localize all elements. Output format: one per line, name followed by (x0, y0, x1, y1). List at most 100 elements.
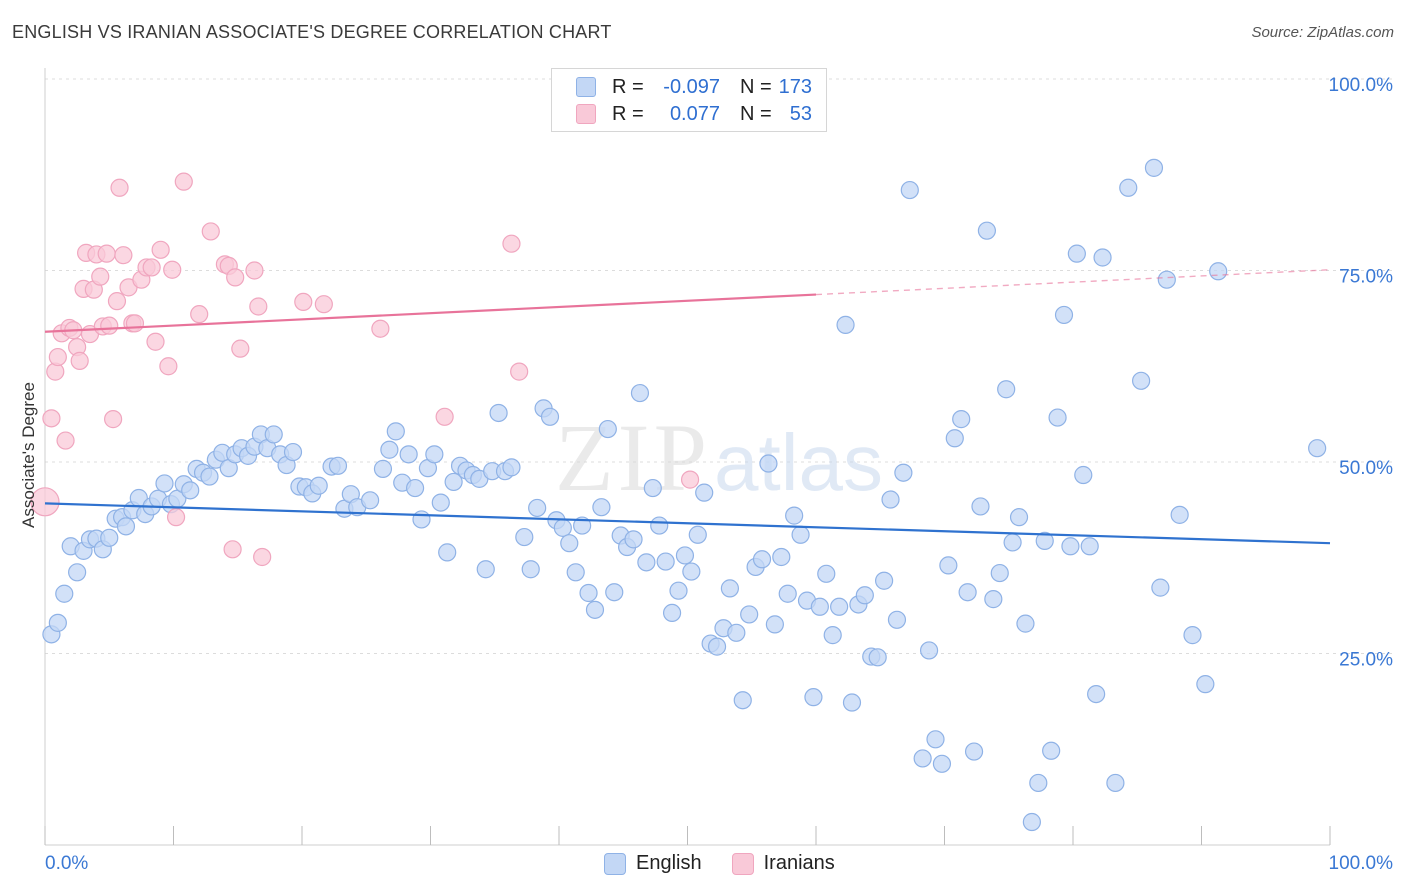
english-point (489, 403, 508, 423)
english-point (785, 506, 804, 525)
legend-item-iranians[interactable]: Iranians (731, 852, 835, 875)
y-tick-label-75: 75.0% (1339, 267, 1393, 288)
english-point (1196, 675, 1215, 694)
iranians-point (107, 292, 127, 311)
english-point (1157, 270, 1176, 289)
english-point (68, 563, 87, 582)
english-point (502, 458, 521, 477)
series-legend: English Iranians (604, 852, 865, 875)
english-point (945, 429, 964, 448)
english-point (752, 550, 772, 569)
english-point (913, 749, 932, 768)
english-point (926, 730, 945, 749)
english-point (1003, 533, 1022, 552)
english-point (964, 742, 984, 761)
iranians-point (56, 431, 75, 450)
english-point (438, 543, 457, 562)
english-point (984, 590, 1003, 609)
english-point (598, 419, 617, 439)
english-point (1132, 371, 1151, 390)
iranians-point (510, 362, 529, 381)
english-point (791, 525, 810, 544)
english-point (1080, 537, 1099, 556)
iranians-point (166, 508, 186, 527)
english-point (817, 564, 836, 583)
iranians-point (91, 267, 110, 286)
english-point (855, 586, 874, 605)
iranians-point (371, 319, 390, 338)
english-point (560, 534, 579, 553)
english-point (181, 481, 200, 500)
english-point (48, 613, 67, 632)
english-point (1087, 684, 1106, 704)
legend-n-label: N = (740, 102, 772, 125)
iranians-point (223, 540, 242, 559)
english-point (592, 498, 611, 517)
iranians-point (110, 178, 129, 197)
legend-item-english[interactable]: English (604, 852, 702, 875)
english-point (900, 180, 919, 200)
x-tick-label-min: 0.0% (45, 853, 88, 874)
english-point (707, 637, 727, 656)
iranians-trend-extension (815, 269, 1331, 296)
english-point (894, 463, 913, 482)
iranians-legend-label: Iranians (763, 852, 835, 874)
english-point (971, 497, 990, 516)
watermark-zip: ZIP (555, 404, 711, 511)
english-r-value: -0.097 (663, 75, 720, 98)
english-point (669, 581, 688, 600)
english-point (997, 380, 1016, 399)
english-point (842, 693, 862, 712)
english-points (42, 158, 1327, 832)
english-point (688, 525, 707, 544)
english-point (1308, 439, 1327, 458)
english-point (637, 553, 656, 572)
iranians-point (249, 297, 268, 316)
english-trend-line (44, 502, 1331, 545)
iranians-point (48, 347, 67, 367)
english-point (733, 691, 752, 710)
english-point (1183, 626, 1202, 645)
english-point (283, 442, 303, 462)
english-point (695, 483, 714, 502)
legend-r-label: R = (612, 75, 644, 98)
english-point (1029, 773, 1048, 793)
iranians-point (174, 172, 193, 191)
english-point (952, 410, 971, 429)
english-point (585, 600, 605, 619)
iranians-point (142, 258, 161, 277)
english-point (759, 454, 778, 473)
english-point (579, 583, 598, 603)
english-point (1209, 262, 1228, 281)
english-point (444, 472, 463, 492)
english-point (836, 315, 855, 334)
iranians-point (680, 470, 700, 489)
english-point (1106, 773, 1125, 793)
english-point (650, 516, 669, 535)
english-point (675, 546, 695, 565)
english-point (875, 571, 894, 590)
english-point (412, 510, 431, 529)
english-point (1074, 465, 1093, 485)
english-point (361, 491, 380, 510)
iranians-point (163, 260, 182, 279)
english-point (778, 584, 797, 603)
english-point (932, 754, 952, 773)
iranians-point (201, 222, 220, 241)
english-point (804, 688, 823, 707)
x-tick-label-max: 100.0% (1329, 853, 1394, 874)
english-point (727, 623, 746, 642)
english-point (1042, 741, 1061, 760)
english-point (309, 476, 328, 495)
english-point (386, 422, 405, 441)
chart-title: ENGLISH VS IRANIAN ASSOCIATE'S DEGREE CO… (12, 22, 612, 42)
english-point (919, 641, 939, 660)
english-point (528, 498, 547, 518)
english-point (765, 615, 784, 634)
axes (44, 68, 1331, 846)
iranians-point (42, 409, 61, 428)
english-point (830, 597, 849, 616)
english-point (1093, 248, 1112, 267)
english-point (1022, 812, 1041, 832)
iranians-point (125, 314, 145, 333)
